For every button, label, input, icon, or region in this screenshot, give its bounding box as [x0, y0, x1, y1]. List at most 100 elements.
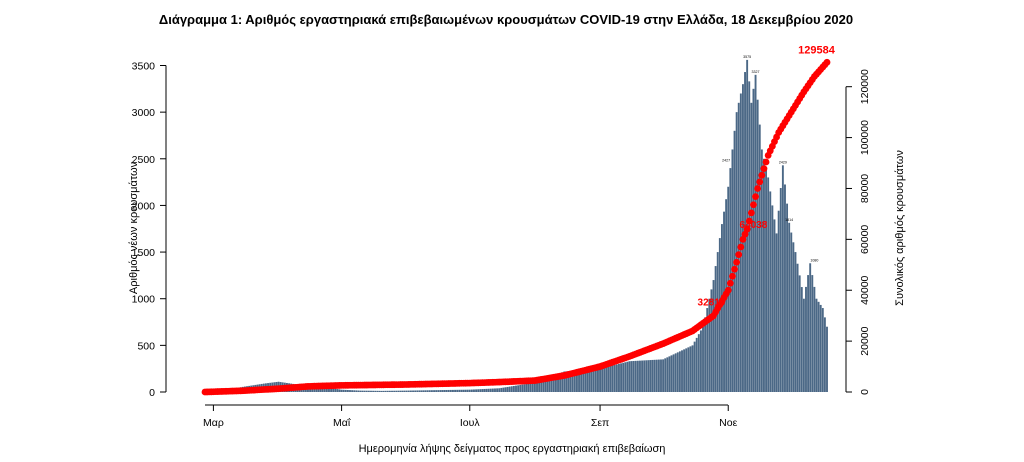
cumulative-point — [731, 265, 738, 273]
daily-cases-bar — [687, 347, 690, 392]
daily-cases-bar — [395, 390, 398, 392]
cumulative-point — [726, 279, 734, 287]
daily-cases-bar — [653, 359, 656, 392]
daily-cases-bar — [525, 383, 528, 392]
daily-cases-bar — [489, 388, 492, 392]
daily-cases-bar — [479, 389, 482, 392]
daily-cases-bar — [388, 390, 391, 392]
cumulative-point — [750, 201, 757, 209]
daily-cases-bar — [563, 371, 566, 392]
daily-cases-bar — [714, 266, 717, 392]
daily-cases-bar — [651, 359, 654, 392]
daily-cases-bar — [597, 368, 599, 392]
daily-cases-bar — [622, 362, 625, 392]
daily-cases-bar — [449, 389, 452, 392]
daily-cases-bar — [506, 386, 509, 392]
daily-cases-bar — [370, 390, 372, 392]
daily-cases-bar — [569, 370, 572, 392]
daily-cases-bar — [544, 378, 547, 392]
daily-cases-bar — [708, 298, 711, 392]
daily-cases-bar — [533, 382, 536, 392]
daily-cases-bar — [441, 390, 444, 392]
daily-cases-bar — [592, 369, 595, 392]
y-axis-left-label: Αριθμός νέων κρουσμάτων — [128, 161, 140, 294]
daily-cases-bar — [790, 232, 793, 392]
daily-cases-bar — [433, 390, 435, 392]
y-axis-left-ticks: 0 500 1000 1500 2000 2500 3000 3500 — [132, 61, 166, 399]
daily-cases-bar — [443, 390, 446, 392]
x-tick-label: Σεπ — [591, 417, 609, 429]
x-tick-label: Μαΐ — [333, 417, 351, 429]
y-left-tick-label: 0 — [149, 387, 155, 399]
daily-cases-bar — [739, 93, 742, 393]
cumulative-point — [733, 258, 741, 266]
daily-cases-bar — [437, 390, 440, 392]
daily-cases-bar — [372, 390, 375, 392]
y-axis-right-ticks: 0 20000 40000 60000 80000 100000 120000 — [846, 69, 871, 395]
daily-cases-bar — [420, 390, 423, 392]
bar-value-label: 2427 — [722, 158, 730, 162]
daily-cases-bar — [538, 381, 541, 392]
daily-cases-bar — [813, 286, 816, 392]
daily-cases-bar — [384, 390, 387, 392]
daily-cases-bar — [769, 191, 772, 392]
daily-cases-bar — [498, 388, 501, 392]
daily-cases-bar — [647, 360, 650, 392]
daily-cases-bar — [540, 380, 543, 392]
cumulative-point — [729, 272, 736, 280]
daily-cases-bar — [693, 341, 696, 392]
daily-cases-bar — [365, 390, 368, 392]
daily-cases-bar — [748, 81, 751, 393]
daily-cases-bar — [706, 308, 709, 392]
daily-cases-bar — [565, 371, 568, 392]
daily-cases-bar — [462, 389, 465, 392]
daily-cases-bar — [376, 390, 379, 392]
bar-value-label: 3575 — [743, 55, 751, 59]
y-left-tick-label: 3000 — [132, 107, 156, 119]
daily-cases-bar — [557, 373, 559, 392]
daily-cases-bar — [767, 177, 770, 392]
cumulative-point — [737, 243, 745, 251]
cumulative-point — [735, 251, 743, 259]
daily-cases-bar — [346, 389, 349, 392]
cumulative-annotation: 64038 — [740, 220, 768, 231]
daily-cases-bar — [473, 389, 475, 392]
daily-cases-bar — [380, 390, 383, 392]
daily-cases-bar — [674, 353, 677, 392]
daily-cases-bar — [788, 222, 791, 392]
daily-cases-bar — [599, 368, 601, 392]
cumulative-point — [739, 235, 747, 243]
daily-cases-bar — [660, 359, 662, 392]
daily-cases-bar — [412, 390, 414, 392]
daily-cases-bar — [649, 360, 652, 392]
daily-cases-bar — [611, 365, 614, 392]
daily-cases-bar — [756, 99, 759, 392]
daily-cases-bar — [529, 383, 532, 392]
y-right-tick-label: 100000 — [859, 120, 871, 155]
daily-cases-bar — [542, 379, 545, 392]
daily-cases-bar — [351, 390, 354, 392]
daily-cases-bar — [626, 361, 629, 392]
cumulative-point — [762, 158, 770, 166]
daily-cases-bar — [517, 385, 520, 392]
daily-cases-bar — [765, 168, 768, 392]
daily-cases-bar — [552, 375, 555, 392]
daily-cases-bar — [431, 390, 433, 392]
bar-value-label: 3327 — [752, 70, 760, 74]
daily-cases-bar — [794, 252, 797, 392]
daily-cases-bar — [786, 203, 789, 392]
y-left-tick-label: 3500 — [132, 61, 156, 73]
daily-cases-bar — [630, 361, 633, 392]
daily-cases-bar — [716, 252, 719, 392]
daily-cases-bar — [554, 374, 557, 392]
daily-cases-bar — [760, 149, 763, 392]
daily-cases-bar — [321, 387, 324, 392]
daily-cases-bar — [435, 390, 438, 392]
daily-cases-bar — [344, 389, 347, 392]
cumulative-point — [747, 209, 755, 217]
daily-cases-bar — [546, 377, 549, 392]
daily-cases-bar — [567, 371, 570, 392]
y-right-tick-label: 80000 — [859, 174, 871, 203]
daily-cases-bar — [678, 351, 681, 392]
daily-cases-bar — [754, 74, 757, 392]
